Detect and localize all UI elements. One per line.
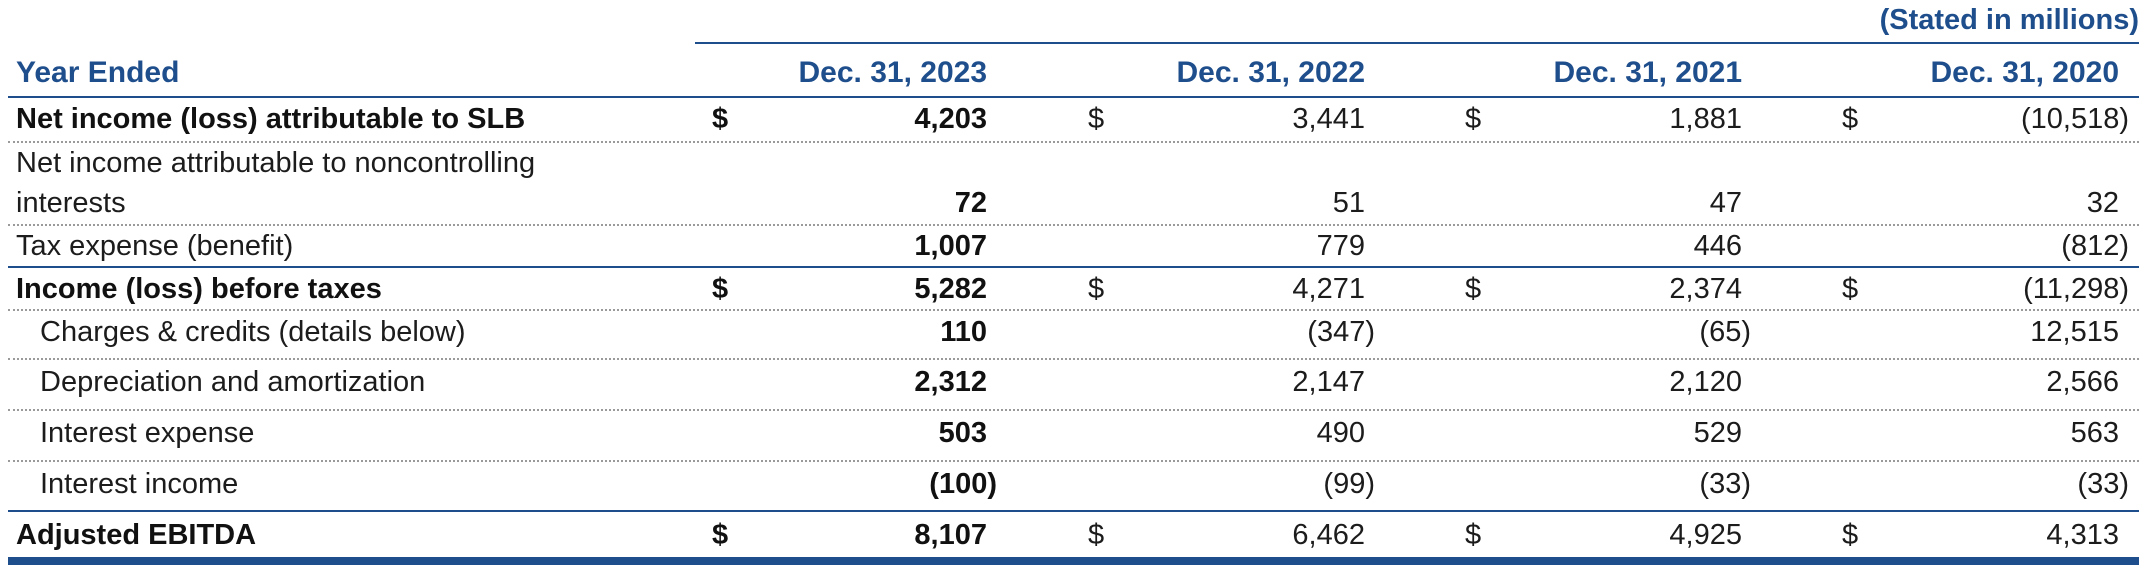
row-separator [8,309,2139,311]
row-label-charges-credits: Charges & credits (details below) [40,316,466,348]
table-bottom-rule [8,557,2139,565]
cell-value: 2,566 [2046,366,2119,398]
row-label-income-before-taxes: Income (loss) before taxes [16,273,382,305]
cell-value: 2,147 [1292,366,1365,398]
year-ended-label: Year Ended [16,56,180,89]
column-header-2023: Dec. 31, 2023 [798,56,987,89]
header-top-rule [695,42,2139,44]
row-label-noncontrolling: Net income attributable to noncontrollin… [16,147,536,179]
cell-value: 4,203 [914,103,987,135]
cell-value: (11,298) [2023,273,2129,305]
row-separator [8,460,2139,462]
row-label-tax-expense: Tax expense (benefit) [16,230,294,262]
dollar-sign: $ [712,103,729,135]
units-note: (Stated in millions) [1879,4,2139,36]
cell-value: 4,313 [2046,519,2119,551]
dollar-sign: $ [712,273,729,305]
column-header-2020: Dec. 31, 2020 [1930,56,2119,89]
row-label-adjusted-ebitda: Adjusted EBITDA [16,519,257,551]
dollar-sign: $ [1842,519,1859,551]
cell-value: 47 [1709,187,1742,219]
row-label-noncontrolling-line2: interests [16,187,126,219]
cell-value: 32 [2086,187,2119,219]
row-label-interest-income: Interest income [40,468,239,500]
cell-value: 6,462 [1292,519,1365,551]
cell-value: 1,881 [1669,103,1742,135]
row-separator [8,141,2139,143]
row-label-net-income-slb: Net income (loss) attributable to SLB [16,103,526,135]
cell-value: 72 [954,187,987,219]
cell-value: 446 [1693,230,1742,262]
row-label-interest-expense: Interest expense [40,417,255,449]
dollar-sign: $ [712,519,729,551]
cell-value: (33) [2077,468,2129,500]
cell-value: (65) [1699,316,1751,348]
cell-value: 529 [1693,417,1742,449]
cell-value: 4,925 [1669,519,1742,551]
cell-value: 2,374 [1669,273,1742,305]
cell-value: (33) [1699,468,1751,500]
cell-value: 2,120 [1669,366,1742,398]
cell-value: 5,282 [914,273,987,305]
column-header-2022: Dec. 31, 2022 [1176,56,1365,89]
dollar-sign: $ [1088,519,1105,551]
row-separator [8,358,2139,360]
cell-value: 12,515 [2030,316,2119,348]
total-top-rule [8,510,2139,512]
subtotal-rule [8,266,2139,268]
cell-value: 2,312 [914,366,987,398]
cell-value: 1,007 [914,230,987,262]
cell-value: (99) [1323,468,1375,500]
cell-value: 779 [1316,230,1365,262]
dollar-sign: $ [1465,273,1482,305]
cell-value: 503 [938,417,987,449]
cell-value: 3,441 [1292,103,1365,135]
header-bottom-rule [8,96,2139,98]
row-label-depreciation: Depreciation and amortization [40,366,426,398]
row-separator [8,409,2139,411]
cell-value: 563 [2070,417,2119,449]
column-header-2021: Dec. 31, 2021 [1553,56,1742,89]
dollar-sign: $ [1842,273,1859,305]
dollar-sign: $ [1465,103,1482,135]
row-separator [8,224,2139,226]
cell-value: 490 [1316,417,1365,449]
dollar-sign: $ [1465,519,1482,551]
dollar-sign: $ [1842,103,1859,135]
cell-value: (10,518) [2020,103,2129,135]
cell-value: 110 [940,316,987,348]
cell-value: 51 [1332,187,1365,219]
cell-value: (100) [929,468,997,500]
cell-value: 4,271 [1292,273,1365,305]
dollar-sign: $ [1088,273,1105,305]
dollar-sign: $ [1088,103,1105,135]
cell-value: 8,107 [914,519,987,551]
cell-value: (347) [1307,316,1375,348]
cell-value: (812) [2061,230,2129,262]
